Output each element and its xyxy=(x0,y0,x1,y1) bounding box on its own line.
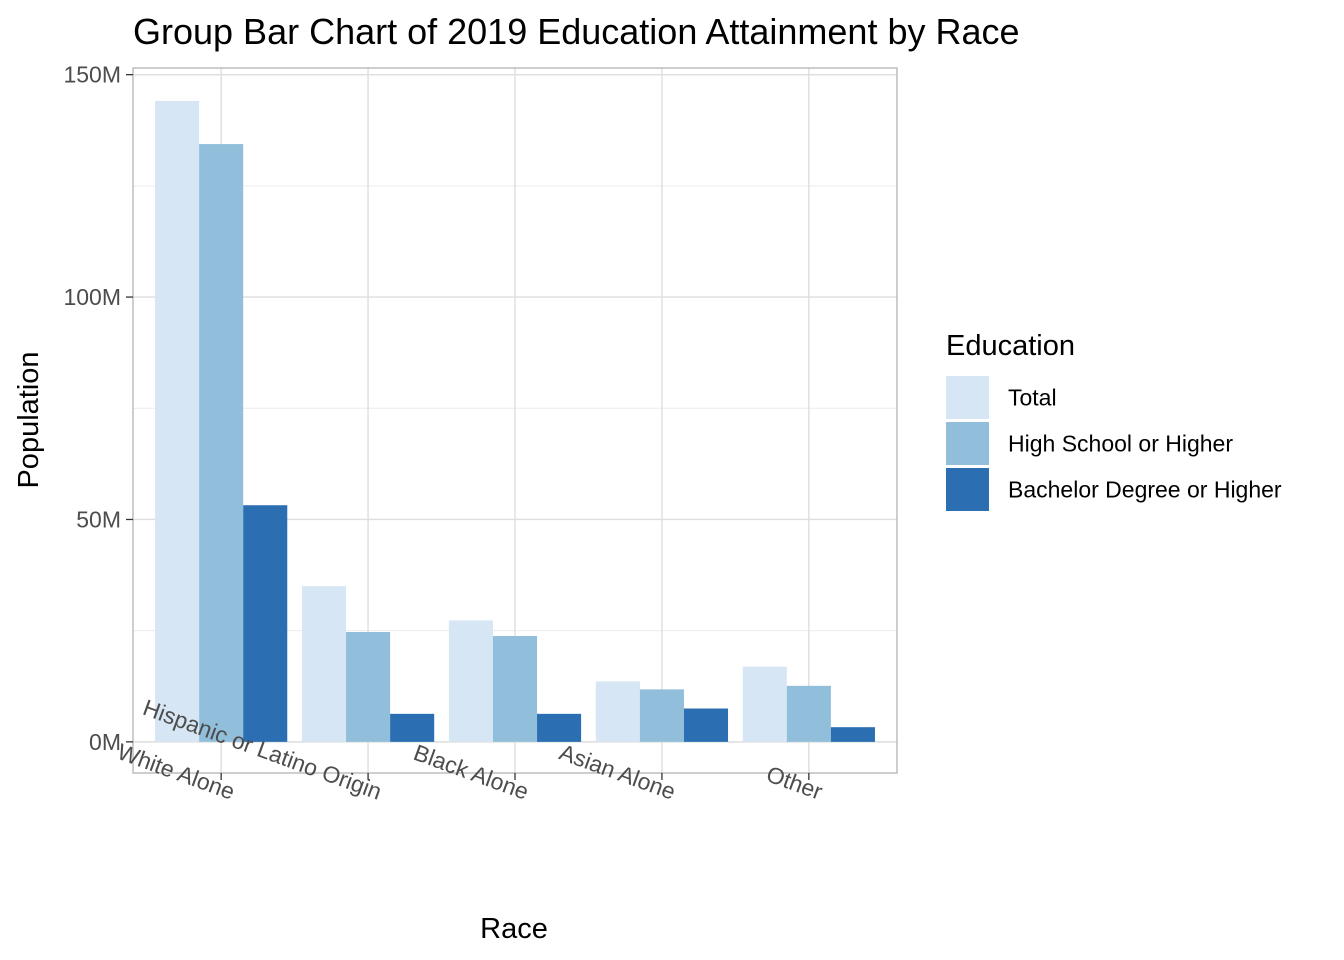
bar-other-1 xyxy=(786,685,831,742)
bar-black-alone-0 xyxy=(448,620,493,742)
bar-hispanic-or-latino-origin-0 xyxy=(301,586,347,742)
bar-other-0 xyxy=(742,666,787,742)
y-axis: 0M 50M 100M 150M xyxy=(63,62,133,755)
bar-white-alone-1 xyxy=(199,144,244,742)
legend-swatch xyxy=(946,422,989,465)
legend-swatch xyxy=(946,468,989,511)
bar-hispanic-or-latino-origin-1 xyxy=(346,632,391,742)
legend-label: Bachelor Degree or Higher xyxy=(1008,477,1282,503)
x-axis-title: Race xyxy=(480,913,548,945)
legend: Education Total High School or Higher Bach… xyxy=(946,330,1282,511)
x-tick-label: Asian Alone xyxy=(556,739,679,805)
bar-asian-alone-0 xyxy=(595,681,640,742)
y-tick-label: 0M xyxy=(89,729,121,755)
bar-white-alone-0 xyxy=(155,100,200,742)
legend-swatch xyxy=(946,376,989,419)
bar-white-alone-2 xyxy=(243,505,288,742)
bar-black-alone-2 xyxy=(537,713,582,742)
legend-items: Total High School or Higher Bachelor Degre… xyxy=(946,376,1282,511)
x-tick-label: Black Alone xyxy=(410,739,532,805)
bar-hispanic-or-latino-origin-2 xyxy=(390,713,435,742)
legend-label: Total xyxy=(1008,385,1057,411)
y-tick-label: 50M xyxy=(76,506,121,532)
x-tick-label: Other xyxy=(763,761,826,805)
y-tick-label: 100M xyxy=(63,284,121,310)
bar-black-alone-1 xyxy=(492,636,538,742)
bars xyxy=(155,100,875,742)
legend-title: Education xyxy=(946,330,1075,362)
y-tick-label: 150M xyxy=(63,62,121,88)
bar-asian-alone-2 xyxy=(683,708,729,742)
chart-title: Group Bar Chart of 2019 Education Attain… xyxy=(133,11,1020,52)
bar-asian-alone-1 xyxy=(639,689,684,742)
y-axis-title: Population xyxy=(13,351,45,488)
bar-other-2 xyxy=(830,727,875,742)
legend-label: High School or Higher xyxy=(1008,431,1233,457)
